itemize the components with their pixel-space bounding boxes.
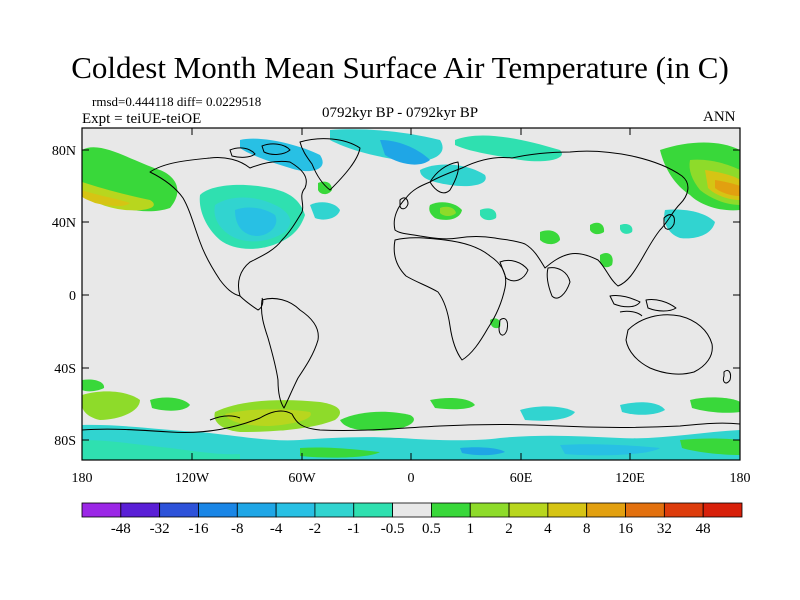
lon-tick-label: 180 (730, 471, 751, 486)
rmsd-value: 0.444118 (125, 94, 174, 109)
diff-label: diff= (176, 94, 203, 109)
colorbar-label: -1 (348, 521, 361, 537)
lat-tick-label: 80N (52, 144, 76, 159)
colorbar-label: 48 (696, 521, 711, 537)
lat-tick-label: 40S (54, 362, 76, 377)
colorbar-swatch (159, 502, 199, 518)
anomaly-field (82, 129, 740, 460)
coastlines (82, 138, 740, 433)
colorbar-label: -8 (231, 521, 244, 537)
chart-title: Coldest Month Mean Surface Air Temperatu… (71, 50, 729, 85)
colorbar-label: 4 (544, 521, 552, 537)
colorbar (81, 502, 743, 518)
period-label: 0792kyr BP - 0792kyr BP (321, 105, 479, 121)
colorbar-swatch (120, 502, 161, 518)
colorbar-label: -4 (270, 521, 283, 537)
lat-tick-label: 40N (52, 216, 76, 231)
colorbar-swatch (508, 502, 549, 518)
lat-tick-label: 80S (54, 434, 76, 449)
colorbar-swatch (353, 502, 393, 518)
colorbar-label: 16 (618, 521, 634, 537)
colorbar-swatch (702, 502, 743, 518)
colorbar-swatch (469, 502, 510, 518)
lon-tick-label: 120W (175, 471, 210, 486)
colorbar-label: -32 (150, 521, 170, 537)
colorbar-swatch (275, 502, 316, 518)
lon-tick-label: 120E (615, 471, 645, 486)
lon-tick-label: 0 (408, 471, 415, 486)
lon-ticks: 180 120W 60W 0 60E 120E 180 (72, 128, 751, 486)
experiment-label: Expt = teiUE-teiOE (82, 111, 202, 127)
colorbar-swatch (314, 502, 355, 518)
lat-tick-label: 0 (69, 289, 76, 304)
colorbar-swatch (586, 502, 626, 518)
colorbar-swatch (81, 502, 122, 518)
colorbar-swatch (392, 502, 432, 518)
colorbar-label: -2 (309, 521, 322, 537)
diff-value: 0.0229518 (206, 94, 262, 109)
colorbar-label: 0.5 (422, 521, 441, 537)
colorbar-swatch (625, 502, 665, 518)
season-label: ANN (703, 109, 736, 125)
colorbar-swatch (547, 502, 588, 518)
colorbar-swatch (431, 502, 471, 518)
colorbar-label: 2 (505, 521, 513, 537)
colorbar-label: 32 (657, 521, 672, 537)
colorbar-swatch (236, 502, 277, 518)
lat-ticks: 80N 40N 0 40S 80S (52, 144, 740, 449)
lon-tick-label: 180 (72, 471, 93, 486)
colorbar-swatch (198, 502, 238, 518)
colorbar-label: -48 (111, 521, 131, 537)
colorbar-label: 8 (583, 521, 591, 537)
rmsd-label: rmsd= (92, 94, 126, 109)
colorbar-label: 1 (466, 521, 474, 537)
colorbar-label: -16 (188, 521, 208, 537)
colorbar-swatch (663, 502, 704, 518)
stats-line: rmsd=0.444118 diff= 0.0229518 (92, 94, 261, 110)
colorbar-labels: -48 -32 -16 -8 -4 -2 -1 -0.5 0.5 1 2 4 8 16 32 48 (111, 521, 711, 537)
colorbar-label: -0.5 (381, 521, 405, 537)
lon-tick-label: 60E (510, 471, 533, 486)
lon-tick-label: 60W (288, 471, 316, 486)
